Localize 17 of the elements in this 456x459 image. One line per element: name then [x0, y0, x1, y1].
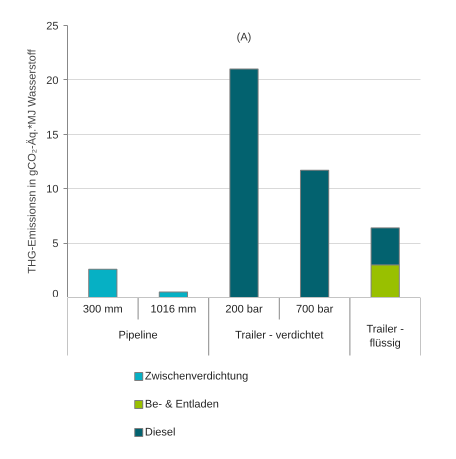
y-tick-label: 25: [46, 20, 59, 32]
y-tick-label: 5: [52, 238, 59, 250]
x-tick-label: 1016 mm: [150, 304, 196, 316]
annotation: (A): [236, 32, 252, 44]
y-tick-label: 10: [46, 184, 59, 196]
text: Trailer - verdichtet: [235, 330, 324, 342]
y-tick-label: 15: [46, 129, 59, 142]
x-tick-label: 200 bar: [225, 304, 263, 316]
y-tick-label: 20: [46, 74, 59, 87]
x-tick-label: 300 mm: [82, 304, 123, 316]
legend-label: Diesel: [144, 426, 176, 438]
legend-label: Be- & Entladen: [144, 398, 219, 410]
x-tick-label: 700 bar: [296, 304, 334, 316]
legend-label: Zwischenverdichtung: [144, 370, 248, 382]
text: Trailer - flüssig: [366, 324, 404, 350]
y-axis-title: THG-Emissionsn in gCO₂-Äq.*MJ Wasserstoff: [25, 48, 38, 274]
text: Pipeline: [118, 330, 158, 342]
